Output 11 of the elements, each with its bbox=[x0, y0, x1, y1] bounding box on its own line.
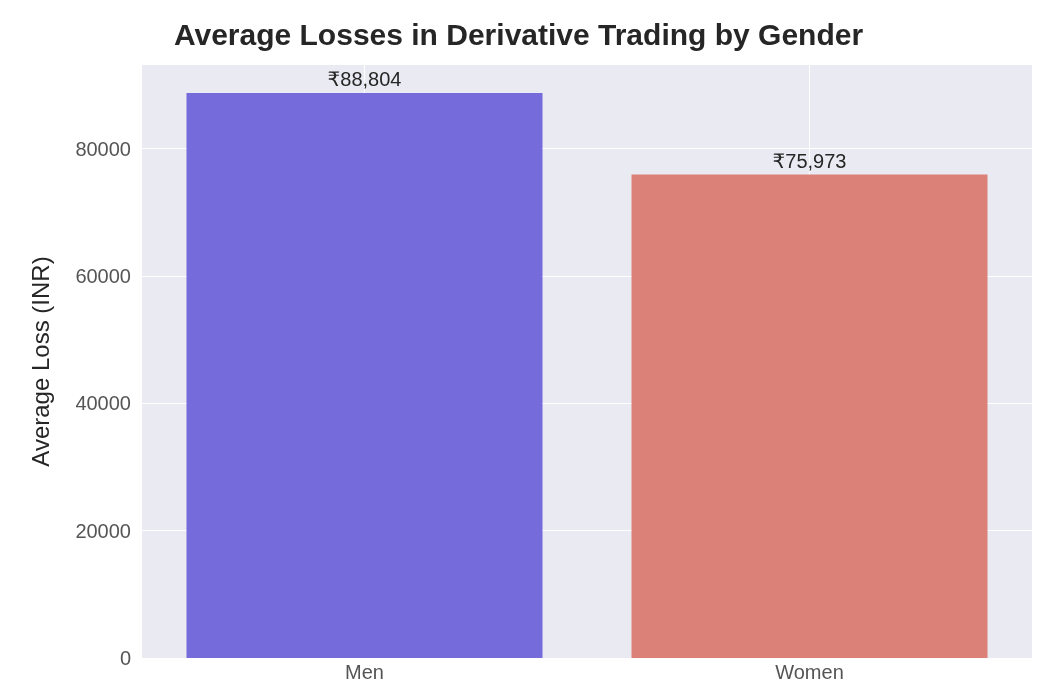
chart-title: Average Losses in Derivative Trading by Gender bbox=[173, 18, 864, 52]
data-label: ₹88,804 bbox=[327, 67, 402, 90]
data-label: ₹75,973 bbox=[772, 149, 847, 172]
y-tick-label: 0 bbox=[119, 647, 131, 669]
y-tick-label: 80000 bbox=[75, 137, 131, 160]
x-tick-label: Women bbox=[775, 661, 844, 683]
y-axis-title: Average Loss (INR) bbox=[27, 256, 55, 467]
y-tick-label: 40000 bbox=[75, 392, 131, 415]
y-tick-label: 20000 bbox=[75, 519, 131, 542]
x-tick-label: Men bbox=[345, 661, 384, 683]
y-tick-label: 60000 bbox=[75, 265, 131, 288]
